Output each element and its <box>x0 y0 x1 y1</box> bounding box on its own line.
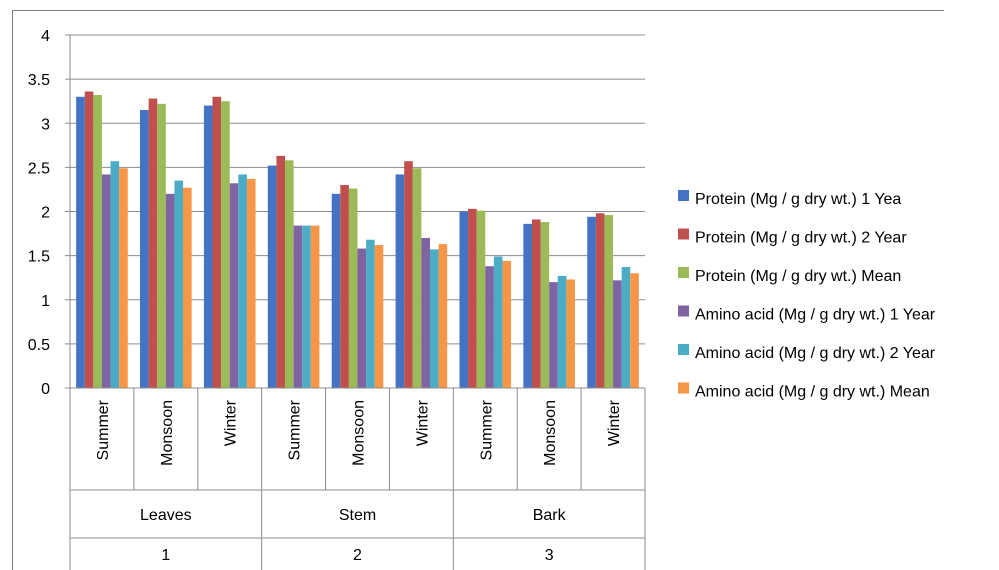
bar <box>557 275 567 388</box>
bar <box>293 225 303 388</box>
bar <box>93 95 102 388</box>
bar <box>84 91 94 388</box>
x-category-label: Summer <box>478 399 495 460</box>
bar <box>348 188 358 388</box>
bar <box>404 161 413 388</box>
bars <box>76 91 639 389</box>
bar <box>374 245 384 388</box>
bar <box>101 174 111 388</box>
legend-label: Amino acid (Mg / g dry wt.) 2 Year <box>695 345 936 362</box>
legend-swatch <box>678 228 689 240</box>
x-category-label: Summer <box>95 399 112 460</box>
bar <box>468 208 477 388</box>
chart-frame <box>12 10 996 570</box>
bar <box>540 222 550 388</box>
bar <box>549 282 558 388</box>
x-category-label: Monsoon <box>159 400 176 466</box>
bar <box>502 260 512 388</box>
bar <box>276 155 286 388</box>
bar <box>531 219 541 388</box>
bar <box>621 267 631 388</box>
legend-label: Amino acid (Mg / g dry wt.) Mean <box>695 384 930 401</box>
axes <box>65 34 646 570</box>
bar <box>229 183 239 388</box>
y-tick-label: 4 <box>41 28 50 45</box>
x-category-label: Winter <box>606 399 623 446</box>
bar <box>183 187 192 388</box>
bar <box>459 211 469 388</box>
bar <box>76 96 85 389</box>
x-group-index-label: 3 <box>545 547 554 564</box>
bar <box>438 244 448 388</box>
x-group-index-label: 1 <box>161 547 170 564</box>
bar <box>331 193 341 388</box>
bar <box>302 225 311 388</box>
legend-swatch <box>678 190 689 201</box>
bar <box>429 249 439 388</box>
bar <box>604 215 614 388</box>
bar <box>476 210 486 388</box>
bar <box>412 168 422 388</box>
bar <box>340 185 349 388</box>
x-category-label: Monsoon <box>542 400 559 466</box>
legend-swatch <box>678 305 689 317</box>
frame-gap <box>944 8 996 12</box>
x-group-label: Bark <box>533 507 567 524</box>
x-group-label: Leaves <box>140 507 192 524</box>
bar <box>203 105 213 388</box>
x-group-index-label: 2 <box>353 547 362 564</box>
y-tick-label: 1.5 <box>28 249 50 266</box>
legend-swatch <box>678 382 689 394</box>
bar <box>493 256 503 388</box>
legend-label: Protein (Mg / g dry wt.) Mean <box>695 268 901 285</box>
bar <box>246 178 256 388</box>
bar <box>523 223 532 388</box>
legend-swatch <box>678 267 689 278</box>
bar <box>485 266 494 388</box>
x-category-label: Monsoon <box>351 400 368 466</box>
x-axis-tick-labels: Summer Monsoon Winter Summer Monsoon Winter Su… <box>95 399 623 564</box>
bar <box>587 216 596 388</box>
y-tick-label: 0.5 <box>28 337 50 354</box>
bar <box>357 248 367 388</box>
x-category-label: Winter <box>223 399 240 446</box>
bar <box>221 101 230 388</box>
legend-label: Protein (Mg / g dry wt.) 1 Yea <box>695 191 901 208</box>
y-tick-label: 3.5 <box>28 72 50 89</box>
bar <box>140 110 149 388</box>
bar <box>119 168 128 388</box>
bar <box>310 225 320 388</box>
bar <box>110 161 120 388</box>
bar <box>165 193 175 388</box>
bar <box>148 98 158 388</box>
bar <box>630 273 639 388</box>
y-tick-label: 0 <box>41 381 50 398</box>
x-category-label: Summer <box>287 399 304 460</box>
legend-swatch <box>678 344 689 355</box>
x-group-label: Stem <box>339 507 376 524</box>
y-tick-label: 2.5 <box>28 160 50 177</box>
bar <box>595 213 605 388</box>
legend-label: Protein (Mg / g dry wt.) 2 Year <box>695 230 907 247</box>
bar <box>174 180 184 388</box>
y-tick-label: 1 <box>41 293 50 310</box>
bar <box>238 174 247 388</box>
bar <box>421 237 430 388</box>
bar <box>613 280 622 388</box>
bar <box>566 279 575 388</box>
bar <box>366 239 375 388</box>
bar <box>267 165 277 388</box>
y-tick-label: 2 <box>41 205 50 222</box>
legend: Protein (Mg / g dry wt.) 1 Yea Protein (M… <box>678 190 936 401</box>
x-category-label: Winter <box>414 399 431 446</box>
bar <box>285 160 294 388</box>
bar <box>157 103 166 389</box>
legend-label: Amino acid (Mg / g dry wt.) 1 Year <box>695 307 936 324</box>
y-axis-tick-labels: 0 0.5 1 1.5 2 2.5 3 3.5 4 <box>28 28 50 398</box>
bar <box>212 96 222 389</box>
y-tick-label: 3 <box>41 116 50 133</box>
bar <box>395 174 405 388</box>
